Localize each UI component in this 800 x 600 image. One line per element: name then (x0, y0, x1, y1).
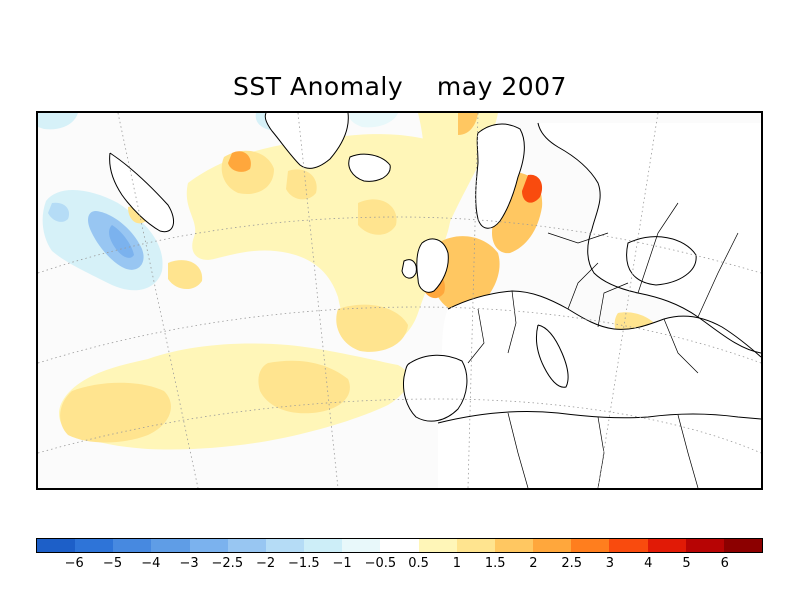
colorbar-tick-label: −2.5 (211, 556, 244, 571)
anomaly-warm-iceland-hotspot (228, 151, 251, 172)
colorbar-tick-label: 3 (605, 556, 615, 571)
sst-anomaly-map (36, 111, 763, 490)
colorbar-swatch (571, 539, 610, 552)
colorbar-tick-label: −3 (179, 556, 199, 571)
colorbar-tick-label: 1.5 (484, 556, 506, 571)
map-title: SST Anomaly may 2007 (233, 72, 567, 101)
colorbar-swatch (227, 539, 266, 552)
colorbar-swatch (189, 539, 228, 552)
colorbar (36, 538, 763, 553)
land-iberia (403, 355, 467, 422)
land-italy (536, 325, 569, 388)
anomaly-warm-barents (458, 113, 478, 135)
anomaly-warm-denmark-strait (286, 169, 317, 200)
land-iceland (348, 154, 391, 182)
anomaly-warm-biscay (336, 304, 408, 352)
colorbar-tick-label: 1 (452, 556, 462, 571)
colorbar-tick-label: 5 (682, 556, 691, 571)
land-ireland (402, 259, 417, 279)
anomaly-warm-azores (258, 360, 350, 414)
colorbar-tick-label: 2 (529, 556, 538, 571)
colorbar-tick-label: 2.5 (561, 556, 583, 571)
colorbar-swatch (304, 539, 343, 552)
land-british-isles (416, 238, 449, 293)
anomaly-warm-baltic-core (522, 174, 543, 203)
anomaly-warm-labrador-south (168, 260, 203, 290)
anomaly-cool-iceland-north (349, 113, 398, 128)
colorbar-tick-label: 6 (720, 556, 729, 571)
anomaly-cool-baffin (38, 113, 78, 130)
colorbar-tick-label: −5 (102, 556, 123, 571)
land-labrador (109, 153, 174, 232)
land-scandinavia (475, 124, 525, 229)
colorbar-swatch (265, 539, 305, 552)
colorbar-tick-label: 0.5 (408, 556, 429, 571)
colorbar-swatch (456, 539, 495, 552)
anomaly-cool-labrador-inner (109, 225, 134, 258)
colorbar-swatch (342, 539, 381, 552)
coastlines (109, 113, 761, 424)
colorbar-swatch (494, 539, 534, 552)
colorbar-swatch (113, 539, 152, 552)
land-finland-russia (538, 123, 761, 353)
colorbar-swatch (380, 539, 419, 552)
graticule (38, 113, 761, 488)
colorbar-swatch (723, 539, 762, 552)
colorbar-tick-label: −1 (332, 556, 352, 571)
colorbar-swatch (418, 539, 457, 552)
colorbar-swatch (75, 539, 114, 552)
colorbar-tick-label: −6 (64, 556, 84, 571)
country-borders (467, 202, 739, 488)
colorbar-swatch (609, 539, 648, 552)
land-greenland (265, 113, 349, 169)
colorbar-tick-label: −4 (141, 556, 161, 571)
colorbar-tick-label: −2 (255, 556, 276, 571)
colorbar-tick-label: 4 (644, 556, 653, 571)
colorbar-tick-label: −0.5 (364, 556, 397, 571)
colorbar-swatch (151, 539, 190, 552)
map-canvas (38, 113, 761, 488)
land-north-africa (438, 411, 761, 488)
colorbar-swatch (533, 539, 572, 552)
colorbar-swatch (647, 539, 686, 552)
colorbar-swatch (37, 539, 76, 552)
colorbar-swatch (685, 539, 724, 552)
anomaly-warm-faroe (358, 199, 397, 235)
colorbar-tick-label: −1.5 (288, 556, 320, 571)
anomaly-cool-west (48, 202, 70, 222)
